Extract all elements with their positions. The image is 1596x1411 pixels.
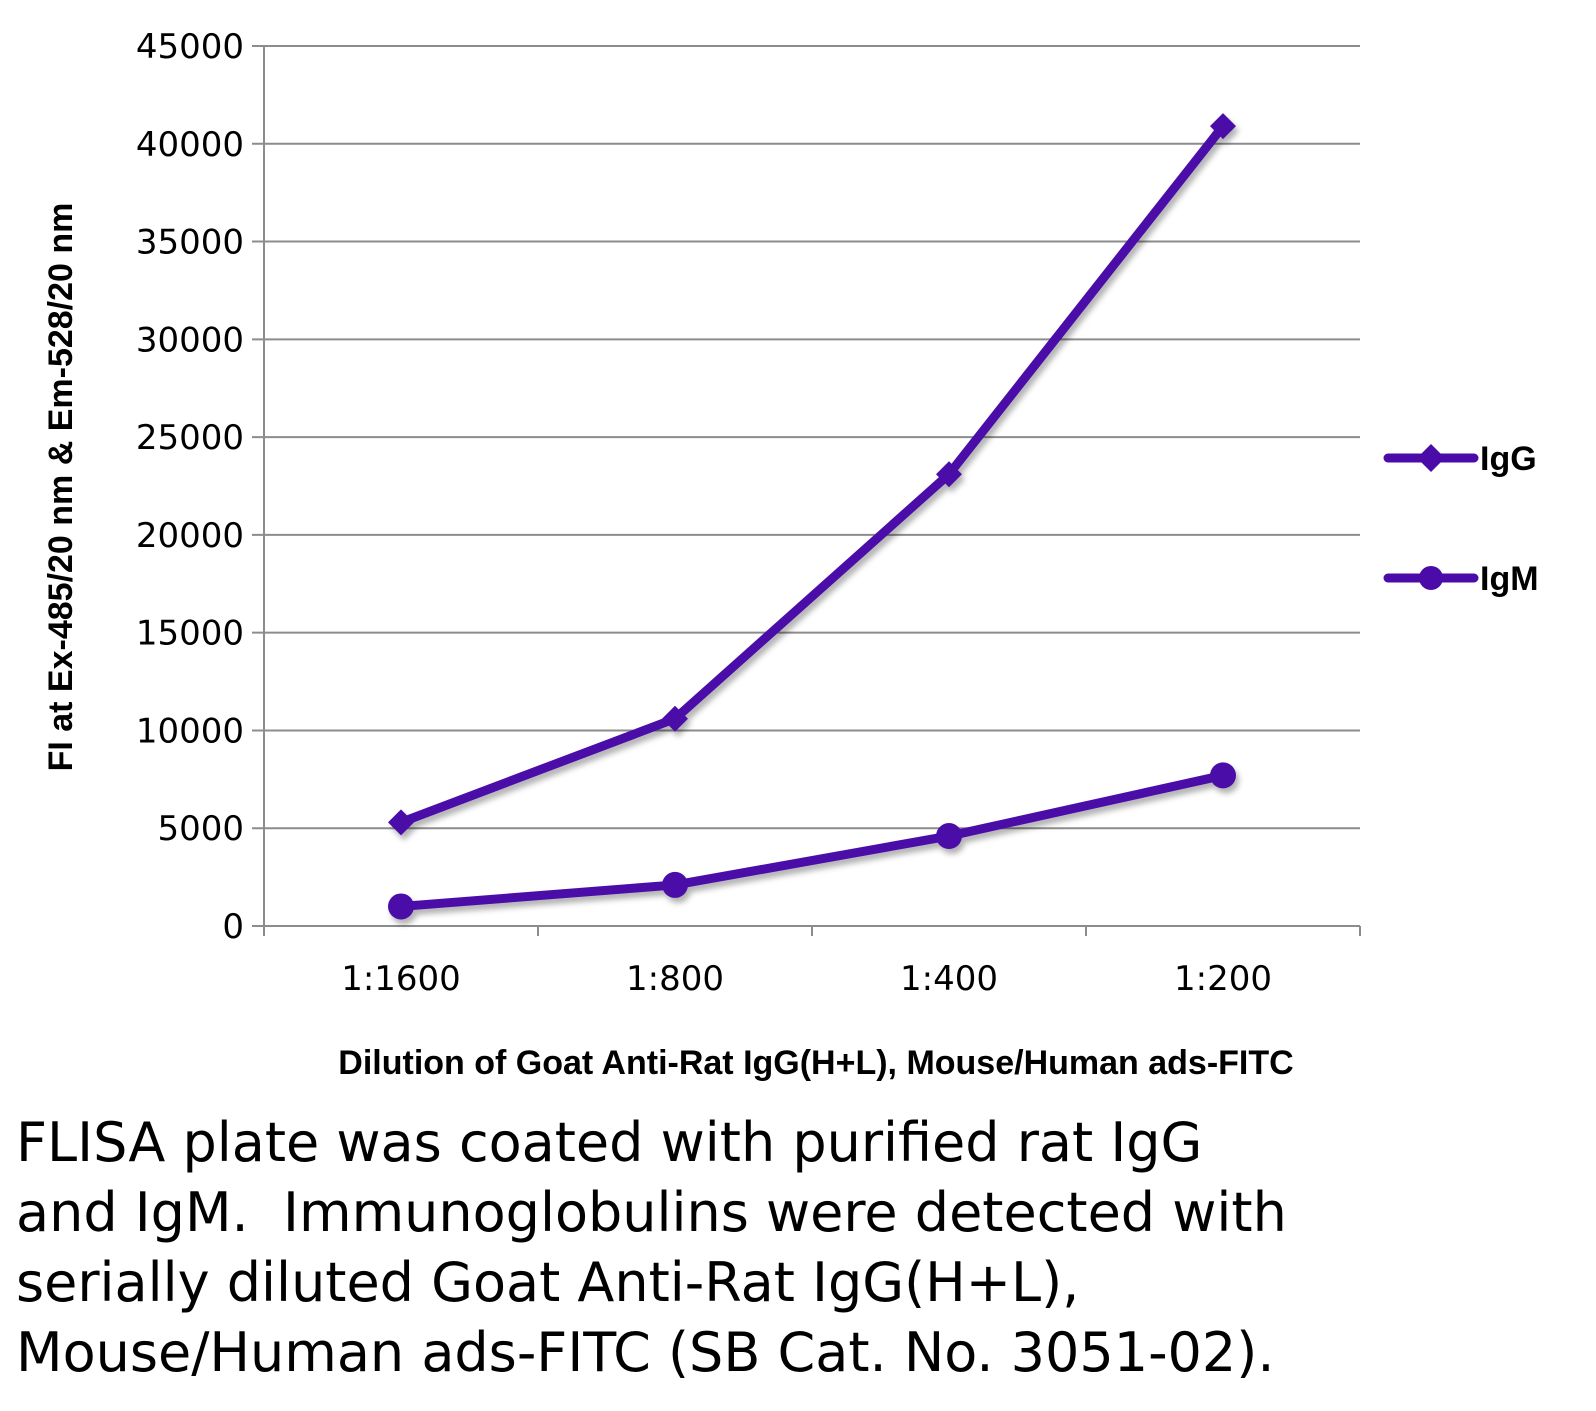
data-point-circle xyxy=(936,823,962,850)
data-point-circle xyxy=(1210,762,1236,789)
series-line xyxy=(396,770,1228,911)
y-tick-label: 30000 xyxy=(136,320,244,360)
legend-item-igg: IgG xyxy=(1383,440,1537,478)
x-tick-label: 1:800 xyxy=(626,959,724,999)
legend: IgG IgM xyxy=(1383,440,1539,598)
series-igm xyxy=(388,762,1236,920)
y-tick-label: 35000 xyxy=(136,223,244,263)
line-chart: 0 5000 10000 15000 20000 25000 30000 35000 40000… xyxy=(42,27,1539,1082)
data-point-circle xyxy=(388,893,414,920)
y-tick-label: 45000 xyxy=(136,27,244,67)
series-line xyxy=(396,121,1228,827)
y-tick-label: 15000 xyxy=(136,614,244,654)
caption-line: serially diluted Goat Anti-Rat IgG(H+L), xyxy=(16,1251,1080,1314)
x-tick-labels: 1:1600 1:800 1:400 1:200 xyxy=(341,959,1272,999)
y-tick-label: 10000 xyxy=(136,711,244,751)
axes xyxy=(252,46,1361,936)
x-tick-label: 1:200 xyxy=(1174,959,1272,999)
y-axis-title: FI at Ex-485/20 nm & Em-528/20 nm xyxy=(42,203,80,772)
data-point-circle xyxy=(662,871,688,898)
y-tick-label: 5000 xyxy=(157,809,244,849)
data-series xyxy=(388,113,1236,920)
data-point-diamond xyxy=(936,461,962,488)
y-tick-label: 25000 xyxy=(136,418,244,458)
gridlines xyxy=(252,45,1360,830)
data-point-diamond xyxy=(388,809,414,836)
caption-line: and IgM. Immunoglobulins were detected w… xyxy=(16,1181,1287,1244)
y-tick-label: 0 xyxy=(222,907,244,947)
caption-line: Mouse/Human ads-FITC (SB Cat. No. 3051-0… xyxy=(16,1321,1275,1384)
data-point-diamond xyxy=(1210,113,1236,140)
figure-caption: FLISA plate was coated with purified rat… xyxy=(16,1108,1576,1388)
x-tick-label: 1:1600 xyxy=(341,959,461,999)
y-tick-label: 40000 xyxy=(136,125,244,165)
caption-line: FLISA plate was coated with purified rat… xyxy=(16,1111,1203,1174)
legend-marker-diamond xyxy=(1417,444,1445,472)
data-point-diamond xyxy=(662,705,688,732)
x-axis-title: Dilution of Goat Anti-Rat IgG(H+L), Mous… xyxy=(338,1044,1293,1082)
y-tick-label: 20000 xyxy=(136,516,244,556)
legend-item-igm: IgM xyxy=(1383,560,1539,598)
x-tick-label: 1:400 xyxy=(900,959,998,999)
legend-marker-circle xyxy=(1419,566,1443,590)
legend-label: IgG xyxy=(1480,440,1537,478)
legend-label: IgM xyxy=(1480,560,1539,598)
series-igg xyxy=(388,113,1236,836)
y-tick-labels: 0 5000 10000 15000 20000 25000 30000 35000 40000… xyxy=(136,27,244,947)
